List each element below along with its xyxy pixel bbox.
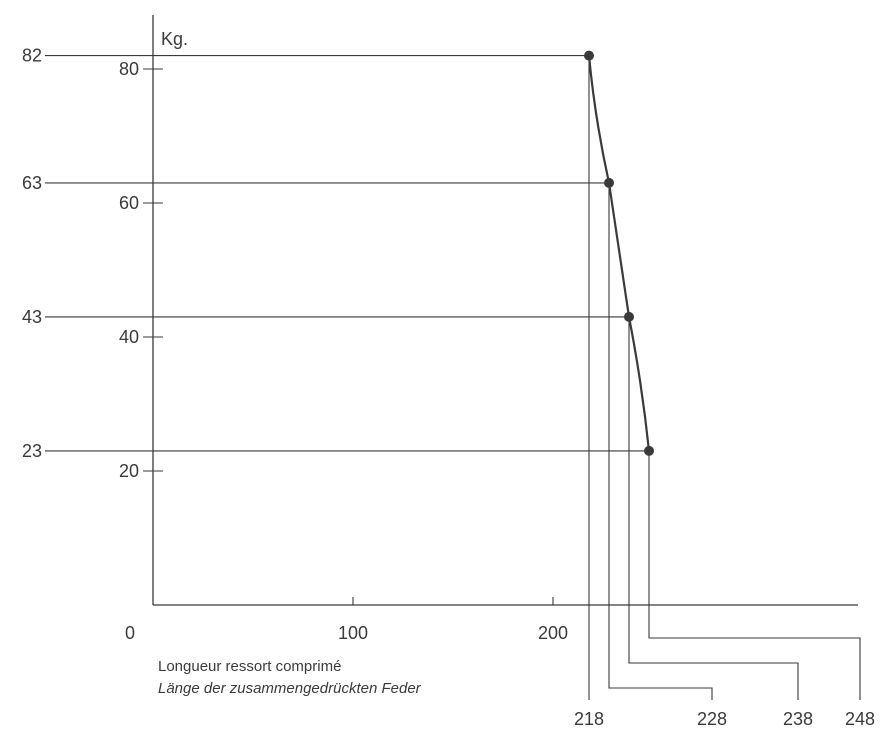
x-ticks: 100 200 [338, 597, 568, 643]
y-tick-label: 60 [119, 193, 139, 213]
y-ticks: 20 40 60 80 [119, 59, 163, 481]
x-tick-label: 100 [338, 623, 368, 643]
point-y-label: 43 [22, 307, 42, 327]
point-x-label: 238 [783, 709, 813, 729]
x-axis-title-de: Länge der zusammengedrückten Feder [158, 680, 422, 697]
data-point [624, 311, 634, 322]
data-point [644, 445, 654, 456]
data-point [604, 177, 614, 188]
data-points [584, 50, 654, 456]
y-tick-label: 40 [119, 327, 139, 347]
x-axis-title-fr: Longueur ressort comprimé [158, 658, 341, 675]
point-x-label: 228 [697, 709, 727, 729]
point-x-label: 248 [845, 709, 875, 729]
origin-label: 0 [125, 623, 135, 643]
vertical-reference-line [648, 450, 861, 700]
series-curve [587, 55, 651, 452]
point-x-label: 218 [574, 709, 604, 729]
reference-lines [45, 55, 861, 700]
point-y-label: 82 [22, 46, 42, 66]
x-tick-label: 200 [538, 623, 568, 643]
vertical-reference-line [628, 316, 799, 700]
point-labels: 82 218 63 228 43 238 23 248 [22, 46, 875, 729]
vertical-reference-line [608, 182, 713, 700]
point-y-label: 23 [22, 441, 42, 461]
y-tick-label: 20 [119, 461, 139, 481]
point-y-label: 63 [22, 173, 42, 193]
y-axis-title: Kg. [161, 29, 188, 49]
data-point [584, 50, 594, 61]
y-tick-label: 80 [119, 59, 139, 79]
